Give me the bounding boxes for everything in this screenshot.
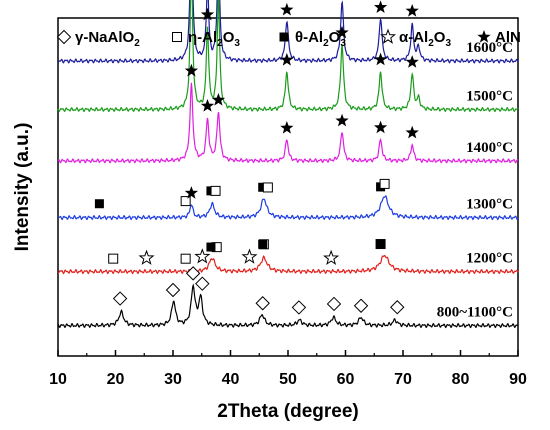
square-open-marker bbox=[262, 182, 273, 193]
star-filled-marker bbox=[280, 2, 294, 16]
square-filled-marker bbox=[279, 32, 289, 42]
star-filled-marker bbox=[200, 7, 215, 21]
square-open-marker bbox=[108, 253, 119, 264]
x-tick-label: 40 bbox=[222, 371, 240, 388]
star-open-marker bbox=[379, 28, 397, 44]
star-open-marker bbox=[138, 249, 155, 265]
legend-label: AlN bbox=[495, 29, 521, 46]
diamond-open-marker bbox=[112, 291, 128, 306]
star-filled-marker bbox=[184, 186, 199, 199]
series-line bbox=[57, 283, 519, 329]
diamond-open-marker bbox=[185, 266, 201, 281]
square-open-marker bbox=[180, 196, 191, 207]
x-axis: 10 20 30 40 50 60 70 80 90 bbox=[49, 350, 527, 388]
temperature-label: 1200°C bbox=[466, 251, 513, 267]
diamond-open-marker bbox=[291, 300, 307, 315]
legend-entry: α-Al2O3 bbox=[379, 28, 451, 49]
series-line bbox=[57, 82, 519, 164]
diamond-open-marker bbox=[165, 282, 181, 298]
temperature-label: 1300°C bbox=[466, 197, 513, 213]
diamond-open-marker bbox=[390, 300, 405, 315]
x-tick-label: 90 bbox=[509, 371, 527, 388]
temperature-labels: 1600°C 1500°C 1400°C 1300°C 1200°C 800~1100°C bbox=[437, 40, 513, 321]
x-tick-label: 60 bbox=[337, 371, 355, 388]
star-filled-marker bbox=[405, 3, 419, 17]
square-open-marker bbox=[172, 32, 182, 42]
star-filled-marker bbox=[373, 0, 388, 13]
legend-label: η-Al2O3 bbox=[188, 29, 240, 49]
diamond-open-marker bbox=[353, 298, 369, 313]
temperature-label: 1600°C bbox=[466, 40, 513, 56]
square-filled-marker bbox=[258, 182, 268, 192]
star-filled-marker bbox=[335, 113, 349, 127]
square-filled-marker bbox=[376, 239, 386, 249]
square-filled-marker bbox=[206, 242, 216, 252]
square-open-marker bbox=[210, 185, 221, 196]
star-open-marker bbox=[194, 248, 211, 264]
star-filled-marker bbox=[280, 52, 294, 66]
temperature-label: 800~1100°C bbox=[437, 305, 513, 321]
square-filled-marker bbox=[94, 199, 104, 209]
star-filled-marker bbox=[280, 120, 294, 134]
x-tick-label: 50 bbox=[279, 371, 297, 388]
star-filled-marker bbox=[335, 25, 349, 39]
x-axis-title: 2Theta (degree) bbox=[217, 401, 358, 422]
series-line bbox=[57, 254, 519, 275]
square-open-marker bbox=[180, 253, 191, 264]
star-filled-marker bbox=[373, 120, 388, 134]
star-filled-marker bbox=[373, 52, 388, 66]
series-line bbox=[57, 195, 519, 221]
x-tick-label: 10 bbox=[49, 371, 67, 388]
legend-entry: θ-Al2O3 bbox=[279, 29, 346, 49]
temperature-label: 1500°C bbox=[466, 89, 513, 105]
diamond-open-marker bbox=[326, 296, 342, 312]
series-line bbox=[57, 0, 519, 64]
star-filled-marker bbox=[211, 92, 226, 106]
square-filled-marker bbox=[258, 239, 268, 249]
y-axis-title: Intensity (a.u.) bbox=[12, 123, 33, 252]
star-open-marker bbox=[241, 248, 258, 264]
star-filled-marker bbox=[405, 55, 419, 68]
legend: γ-NaAlO2 η-Al2O3 θ-Al2O3 α-Al2O3 AlN bbox=[56, 28, 521, 49]
star-filled-marker bbox=[200, 99, 215, 112]
x-tick-label: 70 bbox=[394, 371, 412, 388]
star-open-marker bbox=[323, 249, 340, 266]
series-line bbox=[57, 0, 519, 113]
diffraction-traces bbox=[57, 0, 519, 329]
square-open-marker bbox=[379, 178, 390, 189]
x-tick-label: 80 bbox=[452, 371, 470, 388]
legend-label: θ-Al2O3 bbox=[295, 29, 346, 49]
star-filled-marker bbox=[477, 30, 491, 43]
x-tick-label: 20 bbox=[107, 371, 125, 388]
diamond-open-marker bbox=[195, 276, 210, 291]
legend-entry: η-Al2O3 bbox=[172, 29, 240, 49]
temperature-label: 1400°C bbox=[466, 140, 513, 156]
diamond-open-marker bbox=[56, 29, 72, 45]
legend-label: γ-NaAlO2 bbox=[75, 29, 140, 49]
phase-markers bbox=[94, 0, 419, 315]
legend-label: α-Al2O3 bbox=[399, 29, 451, 49]
diamond-open-marker bbox=[255, 296, 270, 311]
legend-entry: AlN bbox=[477, 29, 521, 46]
star-filled-marker bbox=[405, 125, 419, 139]
star-filled-marker bbox=[184, 63, 199, 77]
x-tick-label: 30 bbox=[164, 371, 182, 388]
legend-entry: γ-NaAlO2 bbox=[56, 29, 140, 49]
